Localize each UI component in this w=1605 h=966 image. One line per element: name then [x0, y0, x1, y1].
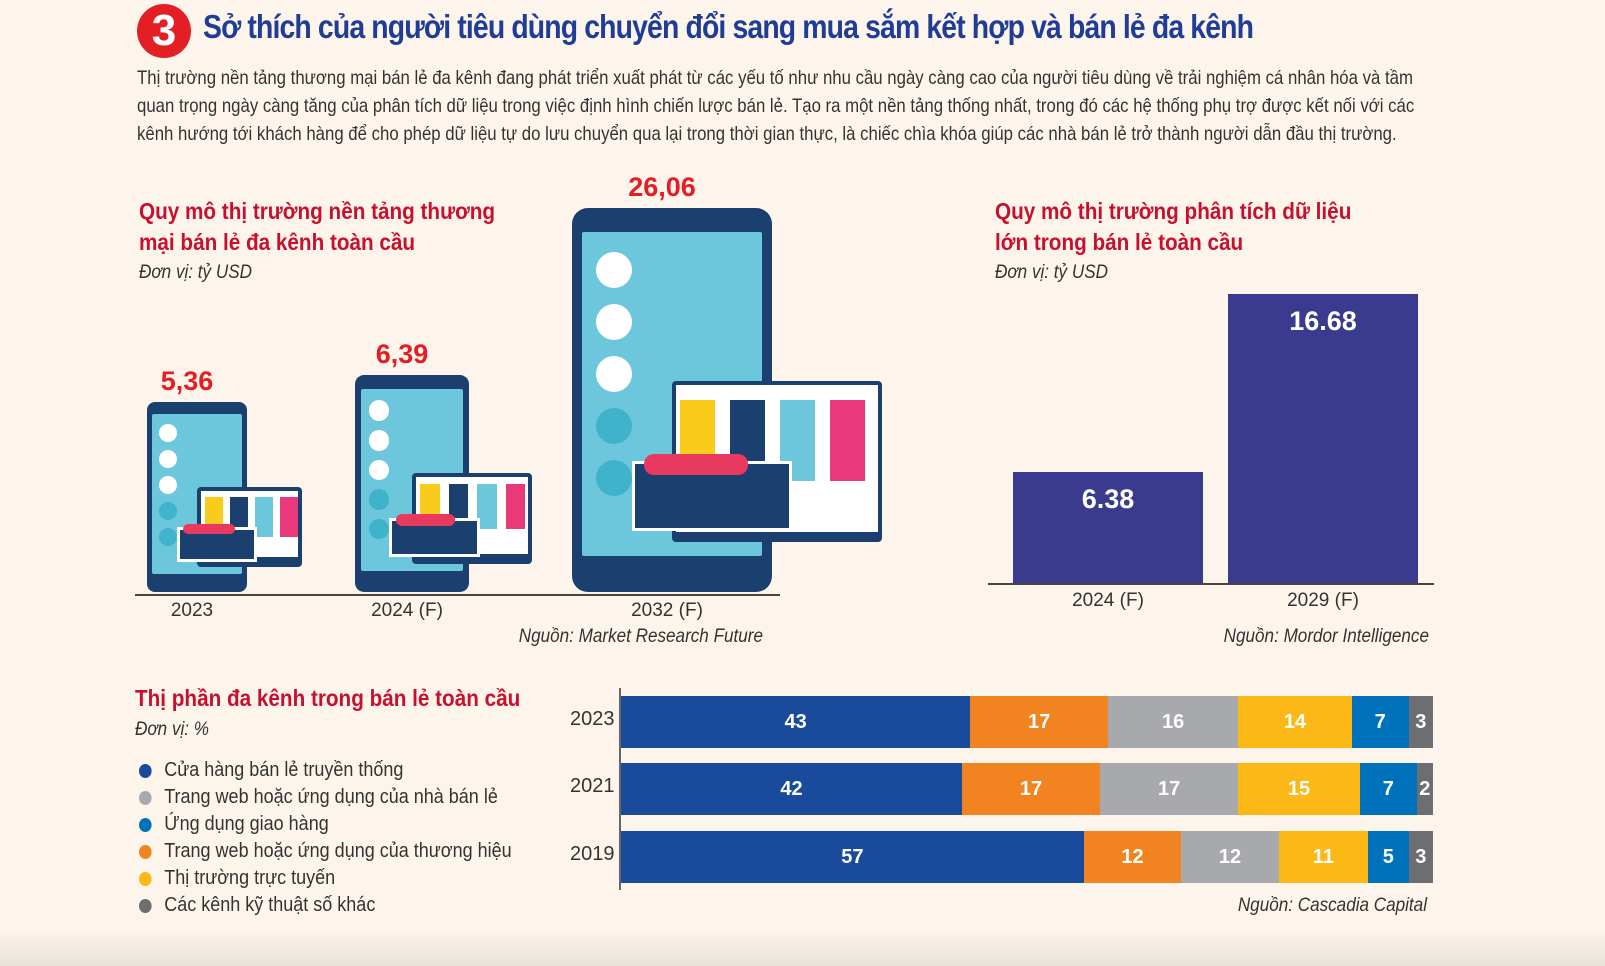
shop-now-button	[396, 513, 456, 526]
product-icon	[596, 408, 632, 444]
chart2-unit: Đơn vị: tỷ USD	[995, 262, 1108, 283]
stacked-bar: 57 12 12 11 5 3	[621, 831, 1433, 883]
bar-segment: 43	[621, 696, 971, 748]
product-icon	[368, 430, 390, 451]
chart1-title: Quy mô thị trường nền tảng thương mại bá…	[139, 198, 496, 255]
legend-dot	[139, 790, 152, 805]
bar-segment: 12	[1181, 831, 1279, 883]
product-icon	[368, 518, 390, 540]
product-icon	[596, 356, 632, 392]
product-icon	[368, 400, 390, 421]
chart1: 5,36 2023 6,39 2024 (F) 26,06 2032 (F)	[0, 0, 900, 660]
bar-segment: 16	[1108, 696, 1239, 748]
bar-segment: 3	[1408, 831, 1433, 883]
shop-now-button	[644, 453, 748, 475]
legend-label: Trang web hoặc ứng dụng của nhà bán lẻ	[164, 786, 498, 808]
bar-segment: 12	[1083, 831, 1182, 883]
product-tile	[505, 483, 526, 530]
chart2-source: Nguồn: Mordor Intelligence	[1223, 626, 1429, 647]
bar-segment: 3	[1408, 696, 1433, 748]
product-icon	[159, 501, 177, 520]
legend-label: Cửa hàng bán lẻ truyền thống	[164, 759, 404, 781]
value-label: 26,06	[628, 172, 696, 202]
product-icon	[159, 449, 177, 468]
legend-dot	[139, 871, 152, 886]
product-tile	[477, 483, 497, 530]
y-tick-label: 2021	[570, 775, 615, 797]
product-tile	[255, 497, 273, 537]
chart2-baseline	[988, 583, 1434, 585]
bar-segment: 42	[621, 763, 963, 815]
value-label: 6,39	[375, 339, 429, 370]
legend-item: Cửa hàng bán lẻ truyền thống	[139, 757, 512, 784]
chart1-unit: Đơn vị: tỷ USD	[139, 262, 252, 283]
product-icon	[368, 459, 390, 481]
legend-item: Trang web hoặc ứng dụng của nhà bán lẻ	[139, 784, 512, 811]
bar-value-label: 6.38	[1081, 484, 1135, 515]
bar-segment: 57	[621, 831, 1084, 883]
value-label: 5,36	[160, 365, 214, 396]
bar-segment: 17	[962, 763, 1101, 815]
intro-text: Thị trường nền tảng thương mại bán lẻ đa…	[137, 67, 1415, 145]
chart2: 6.38 2024 (F) 16.68 2029 (F)	[1013, 294, 1418, 611]
chart1-source: Nguồn: Market Research Future	[518, 626, 763, 647]
shop-now-button	[183, 523, 235, 535]
bar-segment: 17	[1100, 763, 1239, 815]
chart3-source: Nguồn: Cascadia Capital	[1237, 895, 1427, 916]
legend-label: Trang web hoặc ứng dụng của thương hiệu	[164, 840, 512, 862]
y-tick-label: 2023	[570, 708, 615, 730]
bar-segment: 14	[1238, 696, 1352, 748]
bar-segment: 5	[1368, 831, 1409, 883]
chart3-axis	[619, 688, 621, 890]
product-icon	[368, 489, 390, 510]
product-icon	[596, 304, 632, 340]
chart3-title: Thị phần đa kênh trong bán lẻ toàn cầu	[135, 685, 521, 711]
chart2-title: Quy mô thị trường phân tích dữ liệu lớn …	[995, 198, 1352, 255]
bar: 16.68	[1228, 294, 1418, 583]
bar-segment: 11	[1278, 831, 1369, 883]
product-tile	[830, 400, 865, 481]
bar-value-label: 16.68	[1289, 306, 1357, 336]
chart3-legend: Cửa hàng bán lẻ truyền thống Trang web ho…	[139, 757, 553, 919]
bar-segment: 7	[1359, 763, 1417, 815]
x-tick-label: 2029 (F)	[1287, 590, 1359, 611]
bar: 6.38	[1013, 472, 1203, 583]
page-title: Sở thích của người tiêu dùng chuyển đổi …	[203, 8, 1254, 45]
legend-label: Ứng dụng giao hàng	[164, 813, 329, 835]
legend-item: Thị trường trực tuyến	[139, 865, 512, 892]
bar-segment: 15	[1238, 763, 1360, 815]
y-tick-label: 2019	[570, 843, 615, 865]
x-tick-label: 2024 (F)	[371, 600, 443, 621]
bar-segment: 17	[970, 696, 1109, 748]
product-icon	[159, 527, 177, 546]
product-icon	[159, 423, 177, 442]
product-icon	[596, 460, 632, 496]
section-number: 3	[137, 4, 191, 58]
x-tick-label: 2023	[170, 600, 214, 621]
stacked-bar: 42 17 17 15 7 2	[621, 763, 1433, 815]
legend-dot	[139, 898, 152, 913]
stacked-bar: 43 17 16 14 7 3	[621, 696, 1433, 748]
bar-segment: 2	[1416, 763, 1433, 815]
product-tile	[280, 497, 298, 537]
legend-dot	[139, 817, 152, 832]
x-tick-label: 2024 (F)	[1072, 590, 1144, 611]
legend-dot	[139, 763, 152, 778]
legend-item: Các kênh kỹ thuật số khác	[139, 892, 512, 919]
legend-item: Trang web hoặc ứng dụng của thương hiệu	[139, 838, 512, 865]
product-icon	[596, 252, 632, 288]
chart1-baseline	[135, 594, 780, 596]
x-tick-label: 2032 (F)	[631, 600, 703, 621]
legend-label: Các kênh kỹ thuật số khác	[164, 894, 376, 916]
legend-dot	[139, 844, 152, 859]
chart3-unit: Đơn vị: %	[135, 719, 210, 740]
legend-label: Thị trường trực tuyến	[164, 867, 336, 889]
legend-item: Ứng dụng giao hàng	[139, 811, 512, 838]
product-icon	[159, 475, 177, 494]
bar-segment: 7	[1351, 696, 1409, 748]
bottom-shade	[0, 930, 1605, 966]
